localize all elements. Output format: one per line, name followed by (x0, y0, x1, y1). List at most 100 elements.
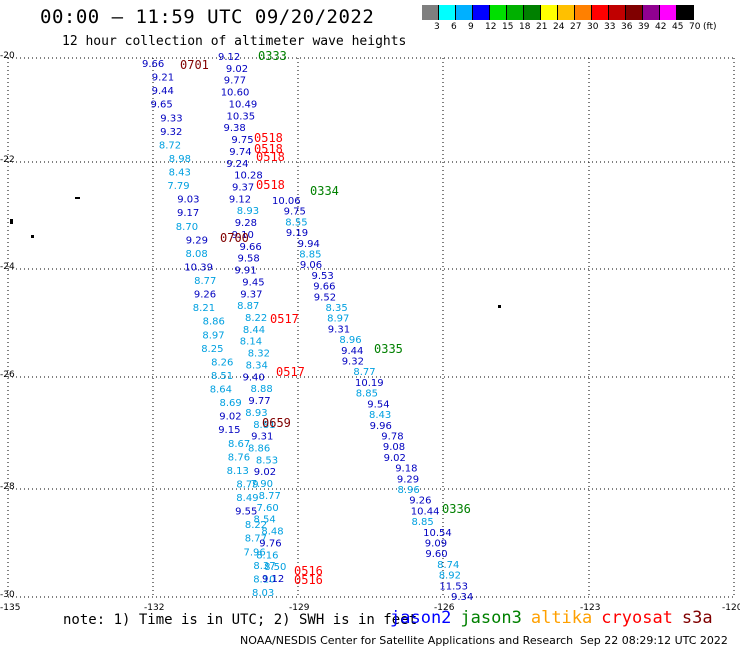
wave-height-label: 8.55 (285, 217, 307, 228)
wave-height-label: 9.12 (218, 52, 240, 63)
wave-height-label: 9.76 (259, 538, 281, 549)
wave-height-label: 9.21 (152, 73, 174, 84)
wave-height-label: 8.96 (398, 485, 420, 496)
wave-height-label: 9.12 (229, 194, 251, 205)
wave-height-label: 9.74 (229, 147, 251, 158)
wave-height-label: 8.96 (339, 335, 361, 346)
wave-height-label: 8.34 (246, 361, 268, 372)
wave-height-label: 8.85 (299, 250, 321, 261)
wave-height-label: 9.77 (224, 76, 246, 87)
wave-height-label: 9.33 (160, 113, 182, 124)
colorbar-label: 9 (468, 22, 474, 32)
wave-height-label: 9.45 (242, 277, 264, 288)
wave-height-label: 8.21 (193, 303, 215, 314)
satellite-legend-jason3: jason3 (460, 608, 522, 628)
wave-height-label: 9.91 (234, 266, 256, 277)
wave-height-label: 9.17 (177, 208, 199, 219)
wave-height-label: 8.69 (220, 398, 242, 409)
wave-height-label: 9.37 (232, 183, 254, 194)
islands (10, 197, 501, 308)
wave-height-label: 9.29 (186, 235, 208, 246)
wave-height-label: 10.39 (184, 263, 213, 274)
pass-time-label: 0517 (270, 312, 299, 326)
longitude-label: -135 (0, 603, 21, 613)
longitude-label: -126 (434, 603, 455, 613)
wave-height-label: 10.44 (411, 506, 440, 517)
wave-height-label: 10.28 (234, 171, 263, 182)
colorbar-label: 42 (655, 22, 667, 32)
latitude-label: -24 (0, 262, 15, 272)
wave-height-label: 8.85 (412, 517, 434, 528)
wave-height-label: 9.37 (240, 289, 262, 300)
colorbar-swatch (456, 5, 473, 20)
wave-height-label: 8.35 (326, 303, 348, 314)
longitude-label: -123 (580, 603, 601, 613)
colorbar-label: 27 (570, 22, 582, 32)
wave-height-label: 9.02 (254, 467, 276, 478)
colorbar-label: 30 (587, 22, 599, 32)
wave-height-label: 8.85 (356, 389, 378, 400)
colorbar-label: 15 (502, 22, 514, 32)
wave-height-label: 9.19 (286, 228, 308, 239)
wave-height-label: 8.93 (237, 206, 259, 217)
wave-height-label: 8.77 (259, 491, 281, 502)
colorbar-label: 70 (689, 22, 701, 32)
colorbar-label: (ft) (703, 22, 717, 32)
wave-height-label: 8.48 (261, 527, 283, 538)
colorbar-label: 24 (553, 22, 565, 32)
latitude-label: -22 (0, 155, 15, 165)
wave-height-label: 8.67 (228, 439, 250, 450)
pass-time-label: 0701 (180, 58, 209, 72)
colorbar-swatch (626, 5, 643, 20)
wave-height-label: 8.74 (437, 560, 459, 571)
wave-height-label: 8.87 (237, 301, 259, 312)
wave-height-label: 8.86 (203, 317, 225, 328)
pass-time-label: 0516 (294, 573, 323, 587)
wave-height-label: 9.09 (425, 539, 447, 550)
colorbar-swatch (643, 5, 660, 20)
latitude-label: -28 (0, 482, 15, 492)
pass-time-label: 0333 (258, 49, 287, 63)
wave-height-label: 8.14 (240, 337, 262, 348)
colorbar-label: 18 (519, 22, 531, 32)
island-marker (31, 235, 34, 238)
wave-height-label: 8.16 (256, 550, 278, 561)
wave-height-label: 9.24 (226, 159, 248, 170)
wave-height-label: 8.50 (264, 562, 286, 573)
wave-height-label: 9.26 (194, 290, 216, 301)
colorbar-swatch (541, 5, 558, 20)
wave-height-label: 9.58 (238, 254, 260, 265)
wave-height-label: 10.35 (227, 111, 256, 122)
wave-height-label: 10.19 (355, 378, 384, 389)
wave-height-label: 8.64 (210, 385, 232, 396)
colorbar-label: 33 (604, 22, 616, 32)
pass-time-label: 0516 (294, 564, 323, 578)
generated-timestamp: Sep 22 08:29:12 UTC 2022 (580, 634, 728, 647)
wave-height-label: 8.88 (251, 384, 273, 395)
colorbar-swatch (507, 5, 524, 20)
wave-height-label: 7.96 (244, 547, 266, 558)
wave-height-label: 7.60 (257, 503, 279, 514)
satellite-legend-altika: altika (530, 608, 593, 628)
pass-time-label: 0336 (442, 502, 471, 516)
wave-height-label: 9.96 (370, 421, 392, 432)
pass-time-label: 0700 (220, 231, 249, 245)
pass-time-label: 0518 (256, 150, 285, 164)
pass-time-label: 0517 (276, 365, 305, 379)
wave-height-label: 9.34 (451, 592, 473, 603)
colorbar-swatch (609, 5, 626, 20)
pass-time-label: 0518 (256, 178, 285, 192)
wave-height-label: 9.53 (312, 271, 334, 282)
wave-height-label: 9.66 (142, 59, 164, 70)
map-frame (7, 57, 735, 598)
wave-height-label: 9.38 (224, 123, 246, 134)
satellite-legend: jason2 jason3 altika cryosat s3a (390, 608, 722, 628)
wave-height-points: 9.66 9.21 9.44 9.65 9.33 9.32 8.72 8.98 8.43 7.79… (142, 52, 473, 603)
colorbar-label: 39 (638, 22, 650, 32)
colorbar-swatch (490, 5, 507, 20)
colorbar-swatch (524, 5, 541, 20)
wave-height-label: 9.31 (328, 324, 350, 335)
wave-height-label: 9.31 (251, 432, 273, 443)
colorbar-swatch (575, 5, 592, 20)
